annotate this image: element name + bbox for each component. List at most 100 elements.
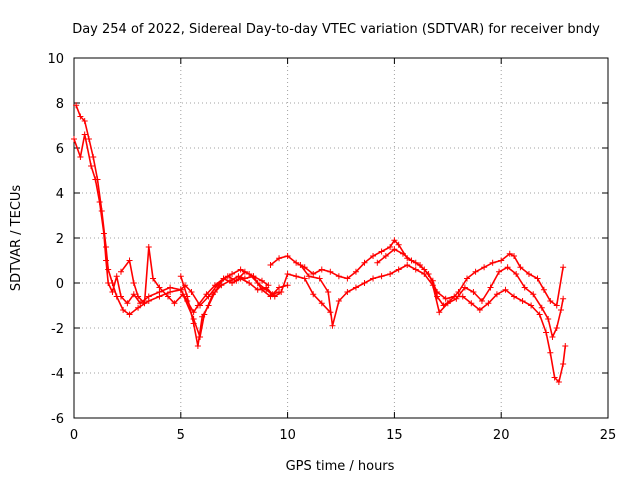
data-point (71, 136, 77, 142)
series-track-7 (374, 246, 569, 385)
data-point (190, 320, 197, 327)
data-point (293, 259, 300, 266)
data-point (237, 266, 244, 273)
data-point (130, 280, 137, 286)
data-point (325, 289, 332, 295)
plot-frame (73, 57, 609, 419)
series-line (376, 248, 567, 383)
data-point (126, 311, 133, 318)
data-point (113, 293, 120, 300)
data-point (88, 163, 95, 169)
y-tick-label: 6 (56, 142, 64, 157)
data-point (284, 271, 291, 277)
data-point (103, 244, 110, 250)
data-point (461, 284, 468, 291)
data-point (399, 250, 406, 257)
data-point (145, 298, 152, 304)
data-point (150, 275, 157, 282)
data-point (246, 280, 253, 286)
data-point (220, 275, 227, 282)
data-point (540, 286, 547, 293)
data-point (487, 284, 494, 291)
x-tick-label: 15 (386, 428, 403, 443)
data-point (344, 275, 351, 282)
data-point (197, 302, 204, 309)
data-point (316, 275, 323, 282)
data-point (391, 237, 398, 244)
data-point (120, 307, 127, 313)
data-point (77, 154, 84, 160)
x-tick-label: 5 (177, 428, 185, 443)
x-tick-label: 20 (493, 428, 510, 443)
y-axis-label: SDTVAR / TECUs (9, 185, 24, 292)
data-point (387, 271, 394, 277)
data-point (502, 286, 509, 293)
data-point (135, 293, 142, 300)
data-point (417, 262, 424, 268)
data-point (481, 264, 488, 271)
data-point (478, 298, 485, 304)
data-point (124, 300, 131, 307)
data-point (81, 118, 88, 124)
data-point (472, 268, 479, 275)
data-point (391, 246, 398, 253)
data-point (205, 293, 212, 300)
data-point (171, 300, 178, 307)
data-point (408, 257, 415, 264)
data-point (496, 268, 503, 275)
data-point (493, 291, 500, 298)
data-point (233, 277, 240, 284)
data-point (560, 264, 567, 271)
data-point (468, 300, 475, 307)
data-point (117, 268, 124, 275)
data-point (318, 300, 325, 307)
data-point (382, 253, 389, 259)
data-point (476, 307, 483, 313)
data-point (113, 273, 120, 280)
data-point (81, 131, 88, 138)
data-point (436, 309, 443, 316)
data-point (188, 289, 195, 295)
data-point (284, 253, 291, 259)
data-point (511, 293, 518, 300)
series-line (73, 133, 280, 314)
data-point (156, 284, 163, 291)
data-point (235, 273, 242, 280)
data-point (370, 275, 377, 282)
data-point (378, 248, 385, 255)
data-point (276, 284, 283, 291)
data-point (271, 293, 278, 300)
data-point (551, 374, 558, 381)
data-point (293, 273, 300, 280)
data-point (98, 208, 105, 214)
data-point (560, 295, 567, 302)
data-point (254, 280, 261, 286)
data-point (284, 282, 291, 289)
data-point (434, 289, 441, 295)
data-point (543, 329, 550, 336)
data-point (530, 291, 537, 298)
data-point (519, 298, 526, 304)
y-tick-label: 4 (56, 187, 64, 202)
data-point (378, 273, 385, 280)
data-point (310, 271, 317, 277)
data-point (205, 302, 212, 309)
data-point (370, 253, 377, 259)
data-point (167, 289, 174, 295)
y-tick-label: -4 (51, 367, 64, 382)
data-point (297, 262, 304, 268)
data-point (549, 334, 556, 340)
data-point (318, 266, 325, 273)
data-point (258, 277, 265, 284)
data-point (105, 266, 112, 273)
data-point (177, 273, 184, 280)
data-point (553, 325, 560, 331)
series-line (180, 268, 331, 347)
data-point (459, 293, 466, 300)
data-point (94, 176, 101, 183)
data-point (145, 244, 152, 250)
data-point (525, 271, 532, 277)
data-point (278, 289, 285, 295)
data-point (442, 295, 449, 302)
data-point (444, 300, 451, 307)
